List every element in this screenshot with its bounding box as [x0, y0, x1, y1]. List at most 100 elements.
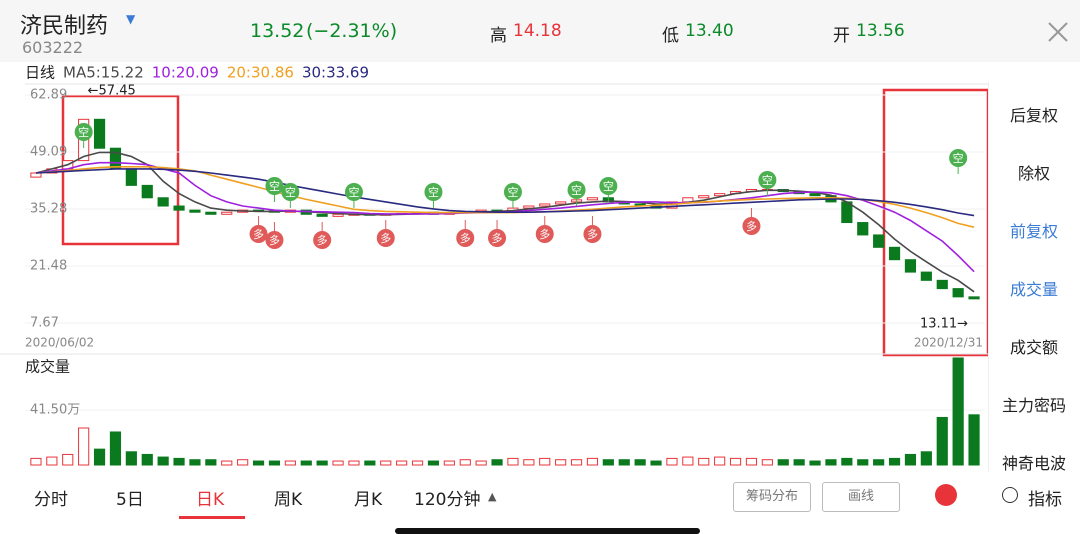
volume-bar	[157, 456, 169, 466]
volume-bar	[698, 457, 710, 466]
volume-bar	[602, 459, 614, 466]
candle	[221, 211, 233, 215]
sell-signal	[281, 183, 300, 201]
sell-signal	[74, 123, 93, 141]
sell-signal	[599, 177, 618, 195]
sell-signal-label: 空	[603, 179, 614, 193]
volume-bar	[300, 460, 312, 466]
volume-bar	[761, 459, 773, 466]
close-button[interactable]	[1048, 22, 1068, 42]
y-tick-label: 62.89	[30, 88, 67, 103]
sell-signal-label: 空	[348, 185, 359, 199]
volume-bar	[968, 414, 980, 466]
volume-bar	[841, 457, 853, 466]
sidebar-item[interactable]: 成交量	[1009, 280, 1058, 299]
button[interactable]: 筹码分布	[733, 482, 811, 512]
candle	[809, 193, 821, 197]
volume-bar	[205, 459, 217, 466]
volume-bar	[252, 460, 265, 466]
volume-bar	[173, 457, 185, 466]
sell-signal-label: 空	[571, 183, 582, 197]
dropdown-icon[interactable]: ▼	[126, 12, 136, 26]
volume-bar	[284, 460, 296, 466]
stock-name[interactable]: 济民制药	[20, 14, 109, 39]
volume-bar	[443, 460, 455, 466]
volume-bar	[380, 460, 392, 466]
sell-signal-label: 空	[428, 185, 439, 199]
volume-bar	[904, 453, 917, 466]
sell-signal-label: 空	[78, 125, 89, 139]
volume-bar	[427, 460, 440, 466]
tab[interactable]: 周K	[274, 490, 303, 510]
volume-bar	[952, 357, 964, 466]
chart: 日线 MA5:15.22 10:20.09 20:30.86 30:33.69 62.89…	[0, 64, 990, 466]
header: 济民制药 ▼ 603222 13.52 (−2.31%) 高 14.18 低 1…	[0, 0, 1080, 62]
volume-bar	[888, 457, 901, 466]
candle	[555, 201, 567, 205]
volume-bar	[411, 460, 424, 466]
button[interactable]: 画线	[822, 482, 900, 512]
buy-signal-label: 多	[269, 233, 280, 247]
candle	[904, 259, 917, 273]
candle	[698, 195, 710, 199]
sidebar-item[interactable]: 除权	[1017, 164, 1050, 183]
candle	[157, 197, 169, 207]
sidebar-item[interactable]: 成交额	[1009, 338, 1058, 357]
tab[interactable]: 月K	[354, 490, 383, 510]
sidebar-item[interactable]: 后复权	[1009, 106, 1058, 125]
buy-signal	[376, 229, 395, 247]
volume-bar	[189, 459, 201, 466]
tab[interactable]: 分时	[34, 490, 68, 510]
volume-bar	[650, 460, 662, 466]
x-start-label: 2020/06/02	[25, 336, 94, 350]
sell-signal	[344, 183, 363, 201]
volume-bar	[586, 457, 599, 466]
sell-signal	[567, 181, 586, 199]
volume-bar	[459, 459, 471, 466]
volume-bar	[475, 460, 487, 466]
max-annotation: ←57.45	[88, 84, 136, 99]
candle	[109, 147, 122, 170]
buy-signal-label: 多	[539, 227, 550, 241]
y-tick-label: 35.28	[30, 202, 67, 217]
price: 13.52	[250, 20, 305, 42]
buy-signal-label: 多	[460, 231, 471, 245]
tab-underline	[179, 516, 245, 519]
candle	[857, 222, 869, 236]
candle	[125, 168, 137, 186]
sidebar-item[interactable]: 前复权	[1009, 222, 1058, 241]
volume-bar	[523, 459, 535, 466]
candle	[920, 271, 932, 281]
sell-signal	[265, 177, 284, 195]
record-button[interactable]	[935, 484, 957, 506]
volume-bar	[936, 416, 948, 466]
volume-bar	[396, 460, 408, 466]
buy-signal-label: 多	[380, 231, 391, 245]
volume-bar	[237, 459, 249, 466]
stock-code: 603222	[22, 38, 84, 57]
open-label: 开	[833, 26, 850, 46]
tab[interactable]: 5日	[116, 490, 144, 510]
volume-bar	[618, 459, 630, 466]
candle	[316, 213, 328, 217]
sidebar-item[interactable]: 主力密码	[1001, 396, 1066, 415]
tab[interactable]: 120分钟	[414, 490, 481, 510]
candle	[936, 279, 948, 290]
legend-entry: 10:20.09	[152, 64, 219, 82]
y-tick-label: 41.50万	[30, 403, 80, 418]
indicator[interactable]: 指标	[1028, 490, 1062, 510]
volume-bar	[348, 460, 360, 466]
volume-bar	[920, 451, 932, 466]
sell-signal-label: 空	[762, 173, 773, 187]
volume-bar	[634, 459, 646, 466]
tab[interactable]: 日K	[196, 490, 225, 510]
open: 13.56	[856, 21, 905, 41]
sell-signal-label: 空	[507, 185, 518, 199]
candle	[205, 211, 217, 215]
volume-bar	[109, 431, 122, 466]
sidebar-item[interactable]: 神奇电波	[1001, 454, 1066, 472]
y-tick-label: 7.67	[30, 316, 59, 331]
indicator-icon	[1002, 487, 1018, 503]
volume-bar	[873, 459, 885, 466]
